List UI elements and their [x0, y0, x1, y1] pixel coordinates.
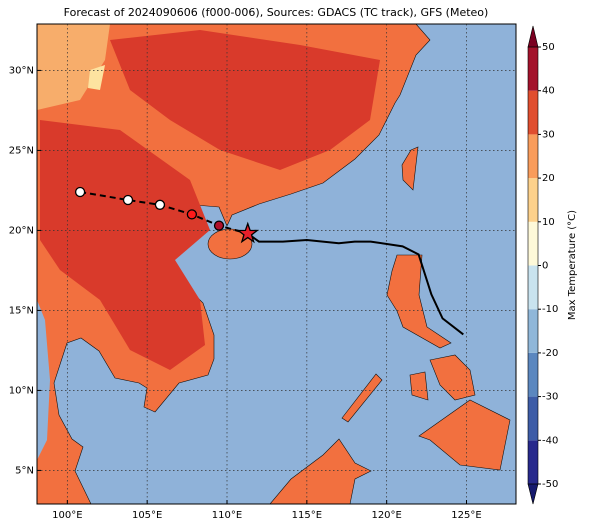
colorbar-label: Max Temperature (°C) [567, 210, 578, 320]
colorbar-bin [528, 178, 538, 222]
x-tick-label: 110°E [212, 510, 242, 521]
taiwan [401, 146, 419, 191]
y-tick-label: 25°N [9, 145, 34, 156]
borneo [269, 438, 372, 504]
colorbar-bin [528, 352, 538, 397]
track-point [186, 209, 198, 220]
y-tick-label: 30°N [9, 65, 34, 76]
track-point [122, 194, 134, 206]
colorbar-bin [528, 221, 538, 266]
colorbar-bin [528, 90, 538, 135]
y-tick-label: 15°N [9, 305, 34, 316]
colorbar-tick-label: 20 [542, 173, 555, 184]
track-point [154, 199, 166, 210]
colorbar-tick-label: -10 [542, 304, 558, 315]
map-frame [36, 23, 517, 505]
x-tick-label: 100°E [52, 510, 82, 521]
colorbar-bin [528, 134, 538, 179]
colorbar-tick-label: 30 [542, 129, 555, 140]
colorbar-tick-label: 50 [542, 42, 555, 53]
colorbar-over [527, 25, 539, 48]
track-point [74, 186, 86, 198]
colorbar-bin [528, 309, 538, 353]
colorbar-bin [528, 396, 538, 441]
x-tick-label: 120°E [371, 510, 401, 521]
colorbar-under [527, 483, 539, 505]
track-point [213, 220, 225, 231]
colorbar-tick-label: 0 [542, 261, 548, 272]
x-tick-label: 115°E [292, 510, 322, 521]
y-tick-label: 5°N [15, 465, 34, 476]
colorbar-tick-label: -40 [542, 435, 558, 446]
chart-title: Forecast of 2024090606 (f000-006), Sourc… [64, 6, 489, 19]
colorbar-tick-label: -20 [542, 348, 558, 359]
colorbar-tick-label: -50 [542, 479, 558, 490]
luzon [386, 254, 452, 349]
mild-region [88, 65, 105, 90]
visayas [409, 354, 476, 401]
x-tick-label: 105°E [132, 510, 162, 521]
forecast-track [79, 191, 249, 235]
colorbar-bin [528, 265, 538, 310]
storm-star [236, 221, 260, 244]
colorbar-bin [528, 440, 538, 484]
colorbar-tick-label: 40 [542, 86, 555, 97]
colorbar-tick-label: -30 [542, 392, 558, 403]
colorbar-tick-label: 10 [542, 217, 555, 228]
y-tick-label: 10°N [9, 385, 34, 396]
history-track [247, 232, 464, 336]
colorbar-bin [528, 47, 538, 91]
mindanao [418, 399, 511, 471]
hot-region [40, 30, 380, 370]
overlay [37, 24, 516, 504]
andaman-sea [37, 300, 50, 460]
y-tick-label: 20°N [9, 225, 34, 236]
warm-region [37, 24, 110, 110]
map [37, 24, 516, 504]
x-tick-label: 125°E [451, 510, 481, 521]
palawan [341, 373, 383, 423]
